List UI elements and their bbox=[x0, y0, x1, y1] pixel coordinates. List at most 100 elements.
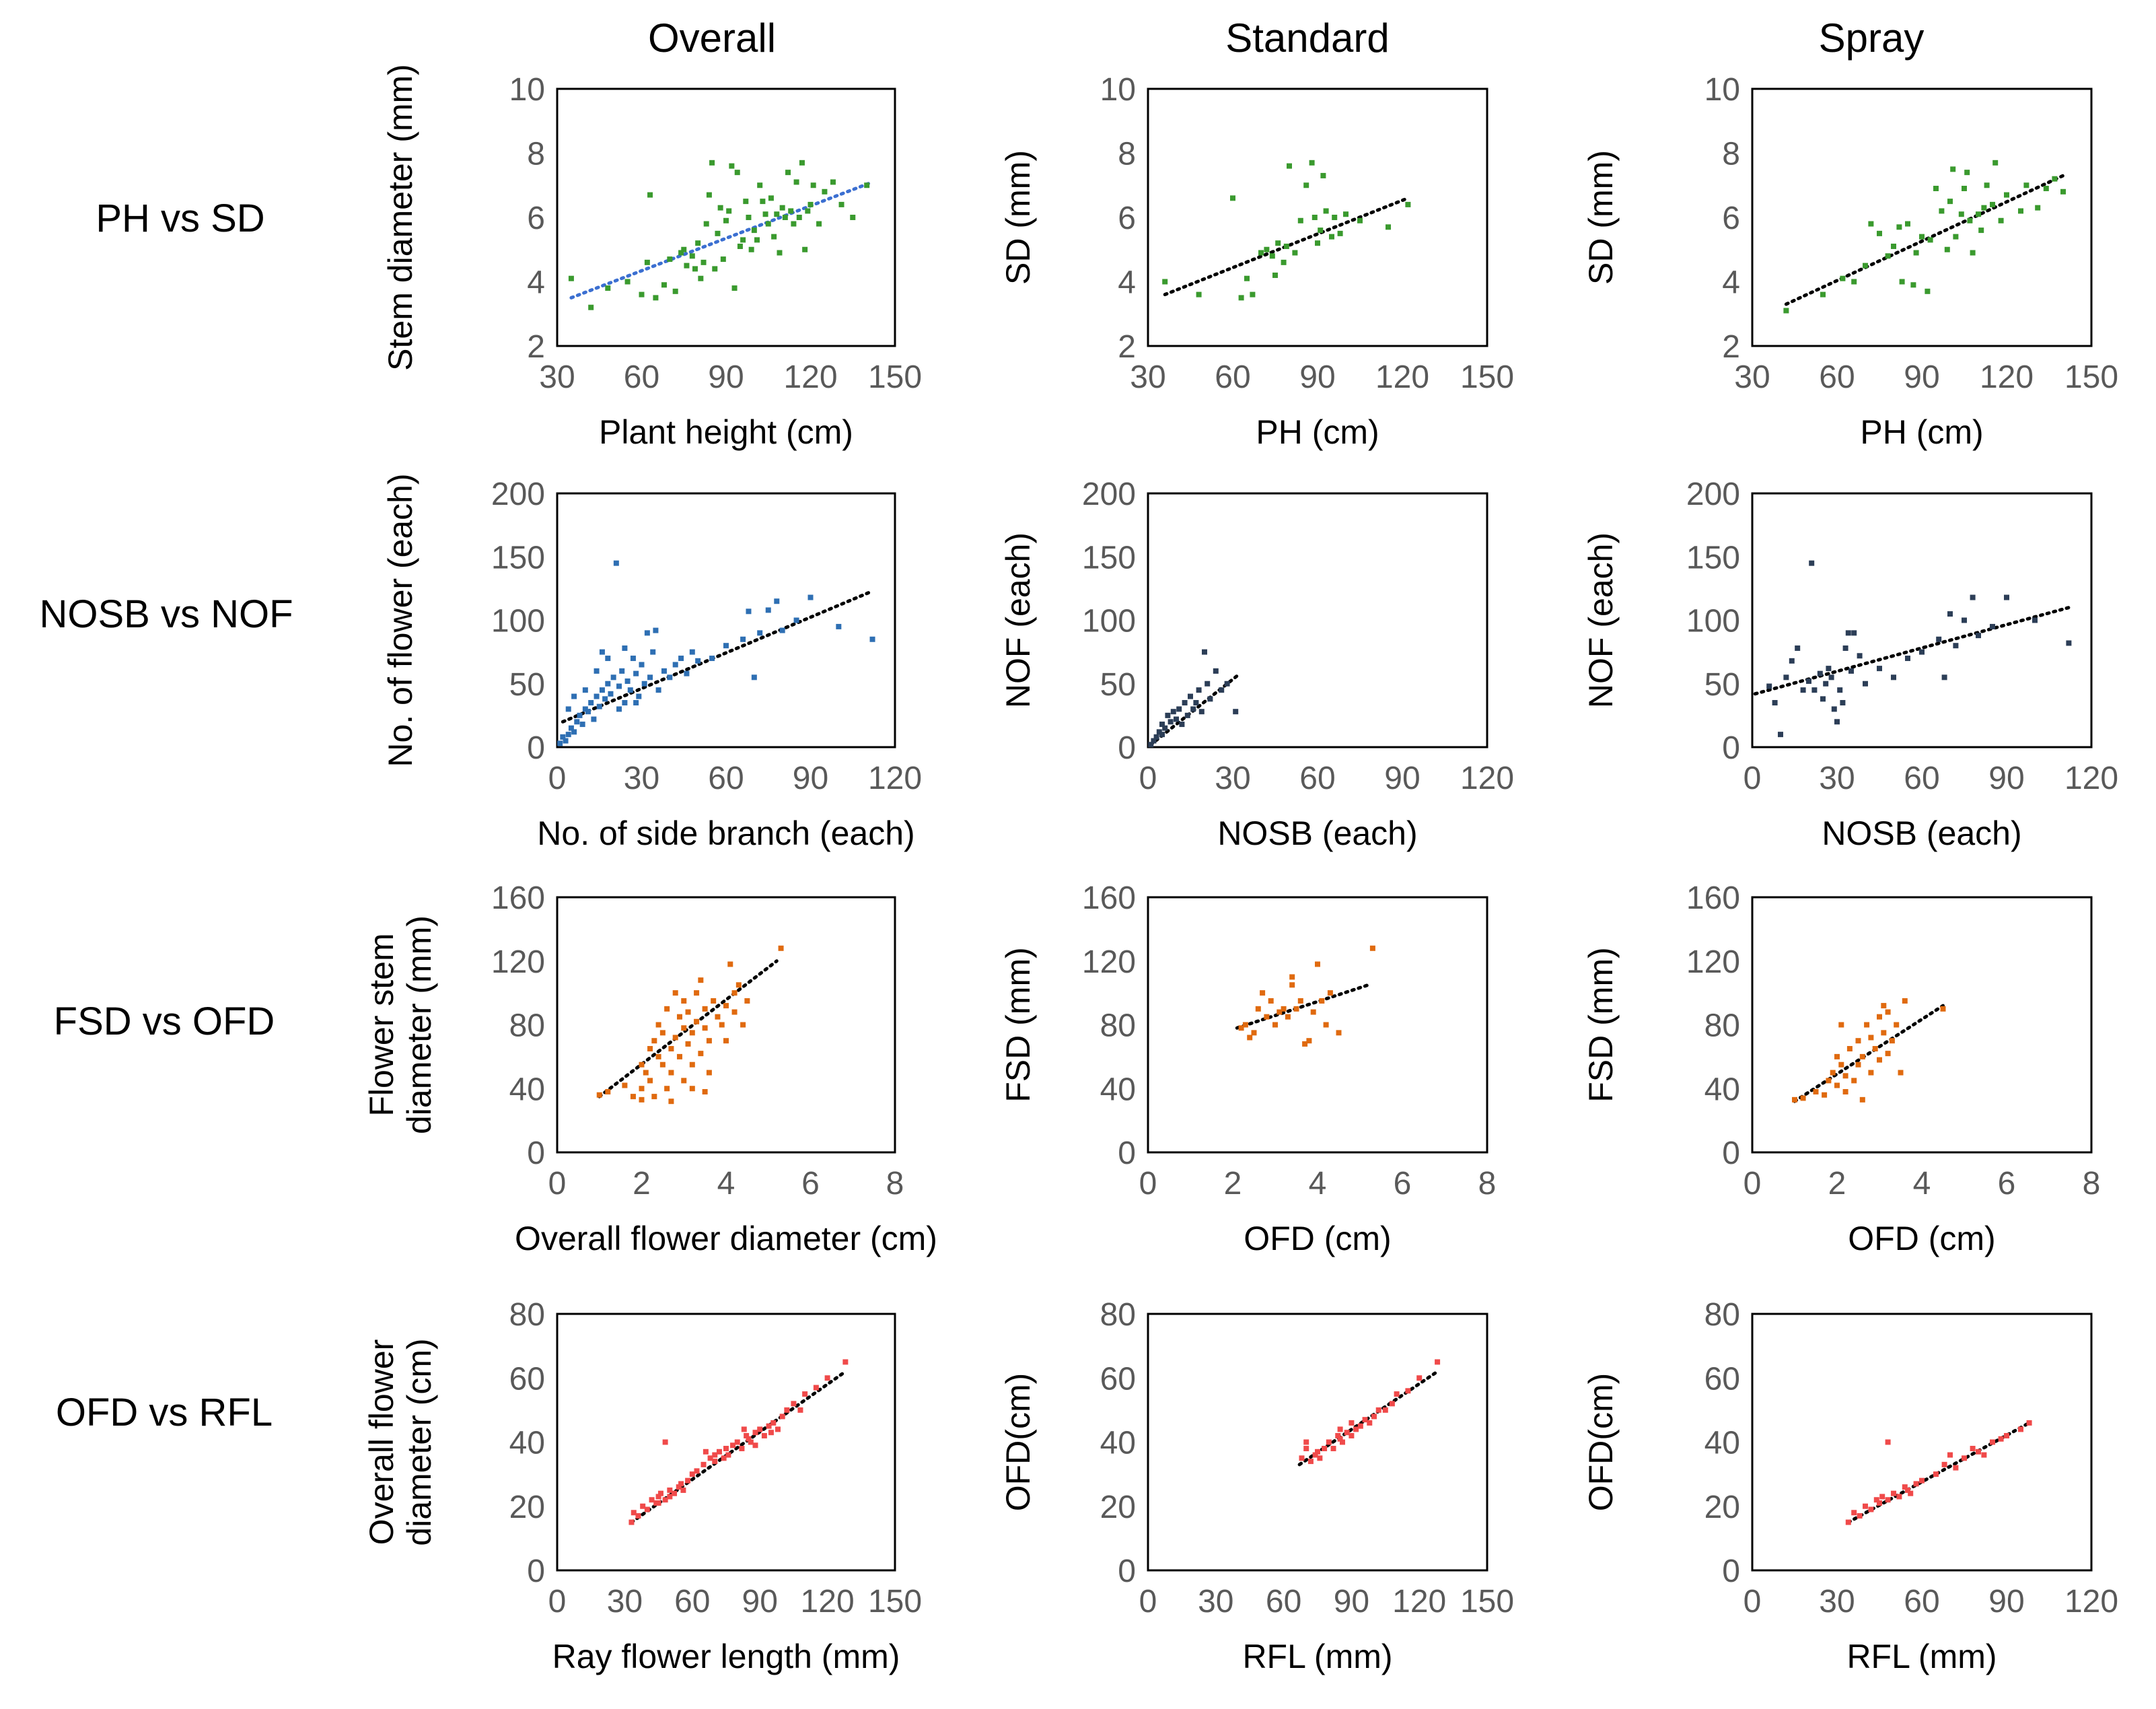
data-point bbox=[760, 199, 766, 205]
data-point bbox=[1800, 687, 1806, 693]
x-tick-label: 60 bbox=[1299, 761, 1335, 796]
plot-area bbox=[1147, 1313, 1488, 1572]
y-tick-label: 10 bbox=[1100, 72, 1136, 108]
data-point bbox=[793, 179, 799, 185]
data-point bbox=[1264, 1014, 1270, 1020]
data-point bbox=[596, 1092, 602, 1098]
data-point bbox=[726, 208, 732, 214]
data-point bbox=[1159, 732, 1165, 738]
x-tick-label: 30 bbox=[607, 1584, 643, 1619]
y-tick-label: 60 bbox=[509, 1361, 545, 1397]
data-point bbox=[668, 1070, 674, 1076]
y-tick-label: 6 bbox=[1118, 201, 1136, 236]
data-point bbox=[740, 1022, 746, 1028]
data-point bbox=[1272, 272, 1278, 278]
data-point bbox=[791, 221, 797, 227]
data-point bbox=[712, 266, 718, 272]
data-point bbox=[739, 1446, 745, 1452]
data-point bbox=[741, 1426, 747, 1432]
data-point bbox=[1820, 291, 1826, 298]
data-point bbox=[2018, 208, 2023, 214]
data-point bbox=[1289, 982, 1295, 988]
data-point bbox=[1896, 1494, 1902, 1500]
data-point bbox=[672, 1490, 678, 1496]
x-tick-label: 90 bbox=[1988, 1584, 2024, 1619]
data-point bbox=[650, 649, 656, 655]
data-point bbox=[725, 1452, 731, 1458]
data-point bbox=[1947, 1452, 1953, 1458]
x-tick-label: 120 bbox=[2064, 1584, 2118, 1619]
data-point bbox=[647, 192, 653, 198]
data-point bbox=[1838, 1022, 1844, 1028]
data-point bbox=[1170, 709, 1176, 715]
data-point bbox=[605, 681, 611, 687]
data-point bbox=[1837, 687, 1843, 693]
data-point bbox=[771, 234, 777, 240]
data-point bbox=[1198, 709, 1205, 715]
data-point bbox=[1153, 734, 1159, 740]
data-point bbox=[644, 259, 650, 265]
y-tick-label: 60 bbox=[1100, 1361, 1136, 1397]
data-point bbox=[766, 1423, 772, 1429]
x-tick-label: 120 bbox=[1460, 761, 1514, 796]
data-point bbox=[1159, 722, 1165, 728]
data-point bbox=[631, 1510, 637, 1516]
data-point bbox=[1877, 1014, 1882, 1020]
data-point bbox=[1896, 224, 1902, 230]
data-point bbox=[633, 670, 639, 676]
x-tick-label: 6 bbox=[1998, 1166, 2016, 1201]
data-point bbox=[797, 1407, 803, 1413]
x-tick-label: 120 bbox=[868, 761, 922, 796]
plot-area bbox=[1751, 492, 2093, 748]
data-point bbox=[748, 246, 754, 252]
data-point bbox=[667, 256, 673, 263]
data-point bbox=[676, 1484, 682, 1490]
data-point bbox=[681, 998, 687, 1004]
data-point bbox=[630, 1094, 636, 1100]
data-point bbox=[616, 706, 622, 712]
data-point bbox=[676, 1053, 682, 1059]
data-point bbox=[1281, 1006, 1287, 1012]
data-point bbox=[735, 982, 742, 988]
data-point bbox=[2018, 1426, 2023, 1432]
x-tick-label: 120 bbox=[801, 1584, 855, 1619]
y-tick-label: 100 bbox=[491, 604, 545, 639]
data-point bbox=[689, 1471, 695, 1477]
data-point bbox=[695, 240, 701, 246]
data-point bbox=[1885, 1051, 1891, 1057]
data-point bbox=[596, 703, 602, 709]
data-point bbox=[1789, 658, 1795, 664]
data-point bbox=[802, 1391, 808, 1397]
data-point bbox=[1990, 1439, 1995, 1445]
data-point bbox=[689, 253, 695, 259]
x-axis-label: OFD (cm) bbox=[1244, 1220, 1391, 1257]
data-point bbox=[1873, 1497, 1879, 1503]
data-point bbox=[1238, 1025, 1244, 1031]
data-point bbox=[1840, 275, 1846, 281]
data-point bbox=[1371, 1414, 1377, 1420]
data-point bbox=[734, 170, 740, 176]
data-point bbox=[1941, 1461, 1947, 1467]
data-point bbox=[1842, 1073, 1848, 1079]
data-point bbox=[1872, 1046, 1878, 1052]
data-point bbox=[1845, 630, 1851, 636]
y-tick-label: 4 bbox=[1722, 265, 1740, 301]
data-point bbox=[1826, 1078, 1832, 1084]
data-point bbox=[779, 1414, 785, 1420]
x-tick-label: 4 bbox=[717, 1166, 735, 1201]
data-point bbox=[1806, 678, 1811, 684]
y-tick-label: 80 bbox=[1704, 1297, 1740, 1333]
x-tick-label: 30 bbox=[1198, 1584, 1233, 1619]
data-point bbox=[698, 1051, 704, 1057]
trend-line bbox=[1784, 174, 2065, 306]
data-point bbox=[1953, 643, 1959, 649]
data-point bbox=[627, 687, 633, 693]
data-point bbox=[1264, 246, 1270, 252]
data-point bbox=[591, 716, 597, 722]
data-point bbox=[1905, 656, 1910, 662]
data-point bbox=[1339, 1439, 1345, 1445]
y-tick-label: 2 bbox=[1118, 329, 1136, 365]
plot-area bbox=[556, 1313, 896, 1572]
data-point bbox=[678, 250, 684, 256]
data-point bbox=[639, 291, 645, 298]
